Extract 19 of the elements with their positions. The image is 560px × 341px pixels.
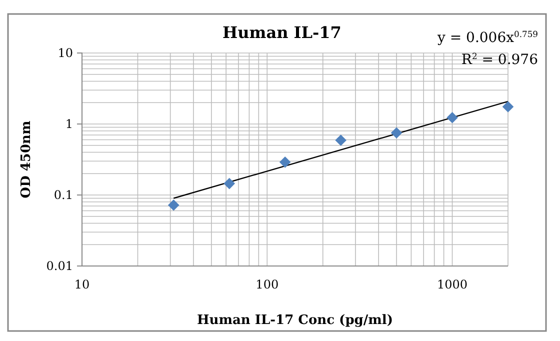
x-tick-label: 100 bbox=[256, 278, 279, 292]
y-tick-label: 0.1 bbox=[54, 188, 73, 202]
y-tick-label: 1 bbox=[65, 116, 73, 131]
point bbox=[224, 178, 235, 190]
annotation: R$^{2}$ = 0.976 bbox=[461, 51, 538, 68]
chart-title: Human IL-17 bbox=[222, 23, 342, 42]
y-tick-label: 0.01 bbox=[46, 258, 73, 273]
y-tick-label: 10 bbox=[58, 46, 73, 60]
point bbox=[390, 127, 402, 139]
text: y = 0.006x$^{0.759}$ bbox=[436, 29, 538, 46]
x-tick-label: 1000 bbox=[436, 278, 468, 292]
point bbox=[446, 112, 458, 124]
point bbox=[168, 199, 180, 211]
point bbox=[279, 156, 291, 168]
point bbox=[502, 101, 514, 112]
x-axis-title: Human IL-17 Conc (pg/ml) bbox=[197, 313, 393, 328]
x-tick-label: 10 bbox=[74, 278, 90, 292]
y-axis-title: OD 450nm bbox=[19, 120, 34, 198]
point bbox=[335, 134, 346, 146]
